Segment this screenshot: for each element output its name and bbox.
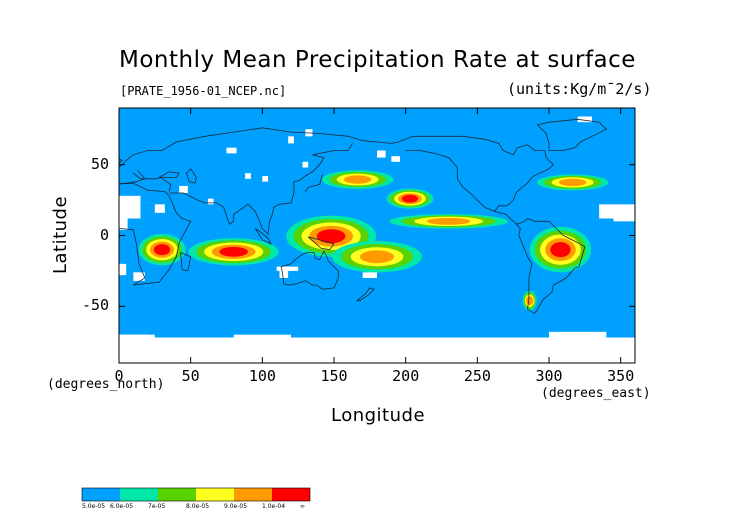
missing-data-patch (154, 204, 165, 213)
precip-region (188, 238, 279, 266)
precip-band-level-5 (153, 244, 171, 256)
x-tick-label: 150 (320, 367, 348, 385)
y-tick-label: 0 (100, 225, 110, 244)
x-tick-label: 350 (607, 367, 635, 385)
y-tick-label: 50 (91, 154, 110, 173)
precip-region (332, 241, 422, 273)
missing-data-patch (549, 331, 607, 338)
x-tick-label: 100 (248, 367, 276, 385)
x-tick-label: 50 (181, 367, 200, 385)
precip-band-level-4 (525, 296, 534, 306)
missing-data-patch (179, 185, 188, 193)
precip-region (522, 290, 537, 311)
missing-data-patch (245, 173, 251, 179)
coastline-path (185, 168, 197, 184)
colorbar (81, 487, 311, 502)
coastline-path (307, 236, 335, 251)
precip-band-level-5 (401, 194, 419, 203)
precip-band-level-5 (219, 246, 248, 257)
coastline-path (304, 174, 323, 192)
precip-band-level-4 (360, 250, 394, 264)
x-axis-label: Longitude (331, 405, 426, 426)
precip-band-level-4 (558, 178, 587, 187)
precip-band-level-5 (316, 229, 346, 244)
missing-data-patch (491, 343, 549, 352)
x-tick-label: 0 (114, 367, 124, 385)
colorbar-label: 9.0e-05 (224, 503, 248, 510)
precip-region (536, 174, 609, 191)
x-tick-label: 300 (535, 367, 563, 385)
missing-data-patch (233, 334, 291, 342)
precip-band-level-4 (343, 175, 372, 184)
coastline-path (391, 135, 554, 212)
file-name: [PRATE_1956-01_NCEP.nc] (120, 84, 287, 98)
colorbar-label: ∞ (300, 503, 305, 510)
colorbar-segment (120, 488, 158, 501)
colorbar-label: 7e-05 (148, 503, 166, 510)
missing-data-patch (391, 156, 400, 162)
coastline-path (169, 143, 353, 235)
missing-data-patch (207, 198, 214, 205)
precip-region (138, 234, 186, 266)
chart-title: Monthly Mean Precipitation Rate at surfa… (119, 47, 636, 73)
colorbar-label: 5.0e-05 (82, 503, 106, 510)
missing-data-patch (133, 272, 145, 281)
missing-data-patch (305, 340, 377, 349)
y-unit-note: (degrees_north) (47, 377, 165, 392)
coastline-path (356, 287, 375, 302)
x-tick-label: 200 (392, 367, 420, 385)
colorbar-segment (272, 488, 310, 501)
colorbar-segment (158, 488, 196, 501)
coastline-path (133, 170, 146, 180)
coastline-path (280, 250, 339, 290)
units-label: (units:Kg/m¯2/s) (507, 80, 652, 98)
missing-data-patch (599, 204, 635, 219)
missing-data-patch (119, 263, 127, 276)
precip-region (321, 170, 394, 189)
missing-data-patch (577, 116, 592, 123)
colorbar-label: 6.0e-05 (110, 503, 134, 510)
axis-ticks (118, 108, 635, 363)
precip-band-level-4 (426, 217, 471, 225)
missing-data-patch (288, 136, 294, 144)
x-unit-note: (degrees_east) (541, 386, 651, 401)
precipitation-field (138, 170, 609, 311)
missing-data-patch (262, 176, 269, 182)
colorbar-segment (82, 488, 120, 501)
colorbar-segment (196, 488, 234, 501)
coastline-path (119, 127, 392, 168)
precip-region (389, 214, 508, 229)
coastline-path (405, 150, 586, 314)
missing-data-patch (377, 150, 386, 158)
coastline-path (119, 182, 192, 286)
missing-data-patch (362, 272, 377, 278)
missing-data-patch (302, 161, 309, 168)
coastline-path (119, 176, 172, 192)
coastline-path (158, 171, 180, 178)
coastlines (119, 118, 607, 314)
colorbar-segment (234, 488, 272, 501)
y-tick-label: -50 (82, 296, 110, 315)
missing-data-patch (119, 195, 141, 219)
coastline-path (180, 252, 192, 272)
y-axis-label: Latitude (50, 195, 72, 275)
missing-data-patch (279, 266, 289, 278)
colorbar-label: 1.0e-04 (262, 503, 286, 510)
missing-data-patch (226, 147, 237, 154)
precip-band-level-5 (550, 242, 571, 258)
missing-data-patch (377, 337, 478, 349)
x-tick-label: 250 (463, 367, 491, 385)
colorbar-frame (81, 487, 311, 502)
missing-data-patch (119, 215, 128, 230)
coastline-path (254, 228, 272, 245)
precip-region (386, 188, 434, 209)
precip-region (529, 226, 592, 273)
colorbar-label: 8.0e-05 (186, 503, 210, 510)
missing-data-patch (119, 334, 148, 342)
coastline-path (536, 118, 607, 151)
